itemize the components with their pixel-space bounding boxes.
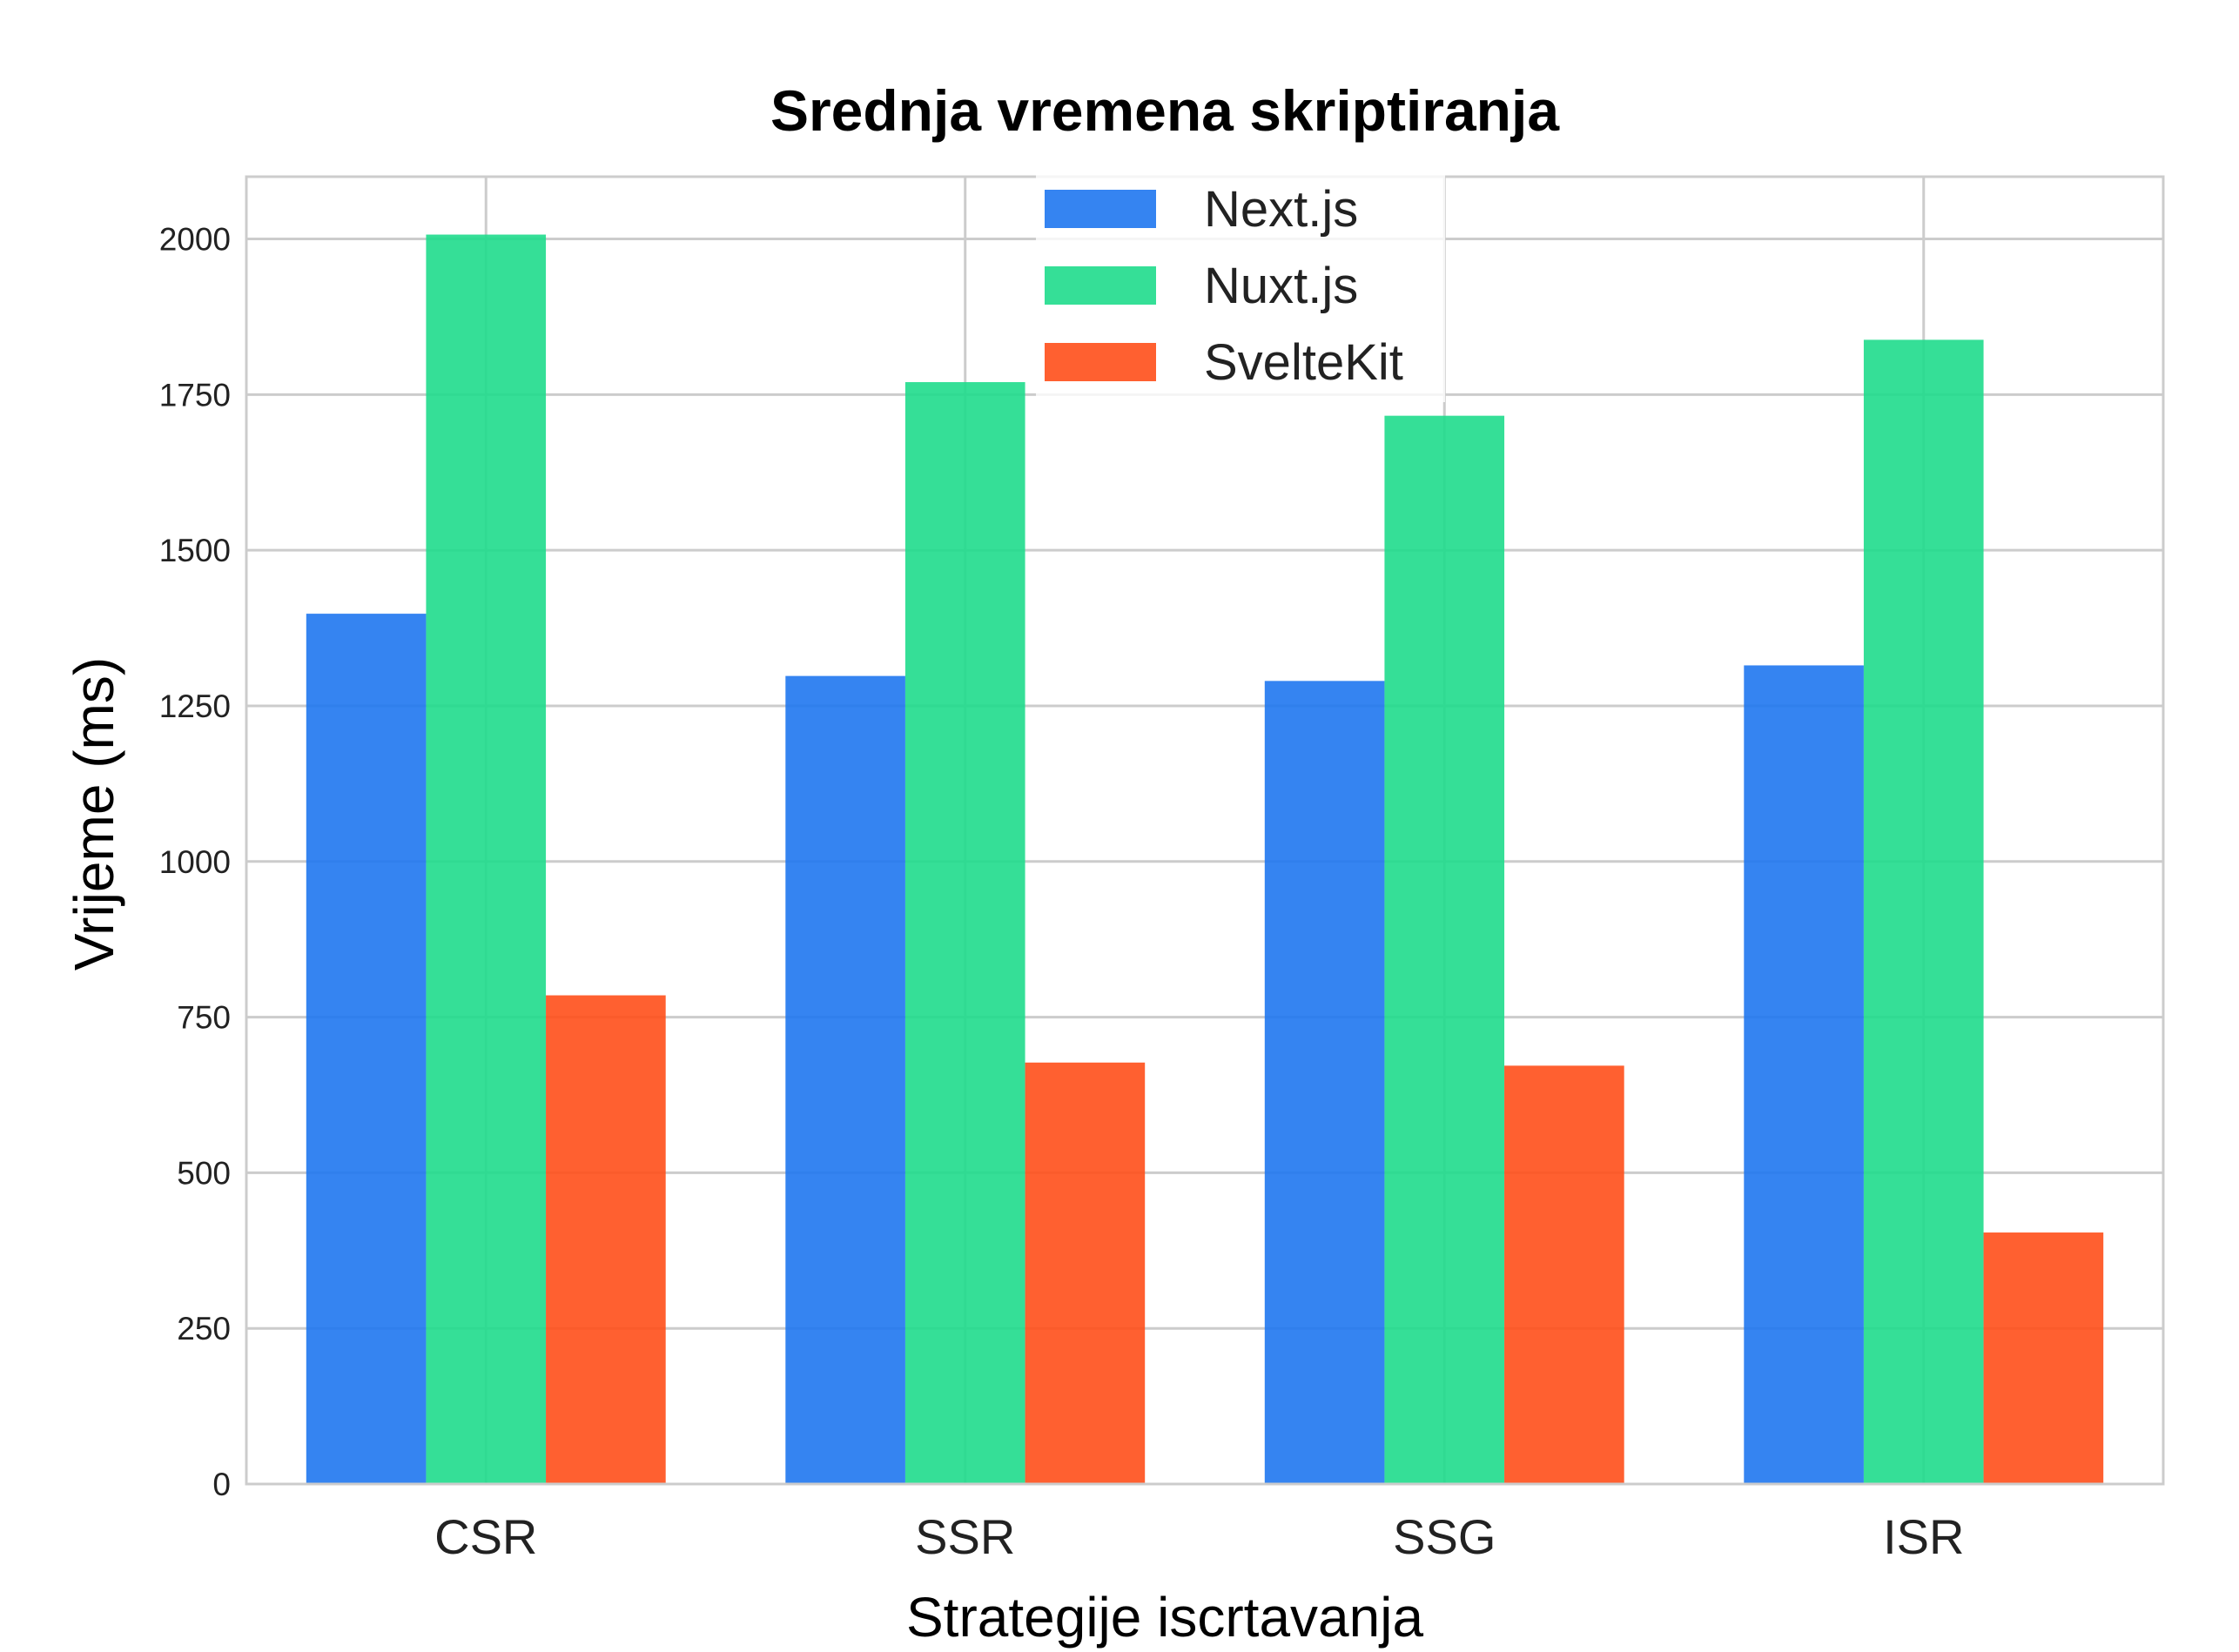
y-tick-label: 500 (177, 1155, 231, 1191)
legend: Next.js Nuxt.js SvelteKit (1036, 164, 1445, 402)
bar-sveltekit-csr (546, 995, 666, 1484)
legend-swatch (1045, 190, 1156, 228)
y-tick-label: 750 (177, 1000, 231, 1036)
y-axis-ticks: 0 250 500 750 1000 1250 1500 1750 2000 (159, 222, 231, 1502)
x-tick-label: ISR (1883, 1509, 1964, 1564)
x-axis-label: Strategije iscrtavanja (906, 1586, 1423, 1649)
bar-nuxt-js-isr (1863, 339, 1984, 1485)
y-tick-label: 1500 (159, 533, 231, 568)
bar-next-js-ssg (1264, 681, 1385, 1484)
y-tick-label: 2000 (159, 222, 231, 258)
chart-title: Srednja vremena skriptiranja (770, 78, 1560, 143)
bar-sveltekit-ssg (1504, 1065, 1624, 1484)
bar-sveltekit-ssr (1025, 1062, 1146, 1484)
bars-layer (306, 234, 2104, 1485)
legend-label: Nuxt.js (1204, 258, 1358, 314)
y-tick-label: 1750 (159, 377, 231, 413)
y-tick-label: 1250 (159, 688, 231, 724)
bar-next-js-csr (306, 614, 427, 1484)
x-axis-ticks: CSR SSR SSG ISR (434, 1509, 1964, 1564)
y-axis-label: Vrijeme (ms) (63, 657, 125, 970)
y-tick-label: 0 (212, 1467, 231, 1502)
bar-sveltekit-isr (1983, 1232, 2104, 1484)
bar-next-js-ssr (785, 675, 905, 1484)
bar-nuxt-js-csr (426, 234, 547, 1485)
bar-nuxt-js-ssr (904, 382, 1025, 1484)
y-tick-label: 1000 (159, 844, 231, 880)
x-tick-label: SSR (915, 1509, 1015, 1564)
y-tick-label: 250 (177, 1311, 231, 1346)
x-tick-label: SSG (1393, 1509, 1496, 1564)
bar-next-js-isr (1744, 665, 1864, 1484)
bar-nuxt-js-ssg (1384, 415, 1505, 1485)
legend-label: SvelteKit (1204, 334, 1403, 391)
legend-swatch (1045, 343, 1156, 381)
legend-label: Next.js (1204, 181, 1358, 238)
x-tick-label: CSR (434, 1509, 537, 1564)
legend-swatch (1045, 266, 1156, 305)
